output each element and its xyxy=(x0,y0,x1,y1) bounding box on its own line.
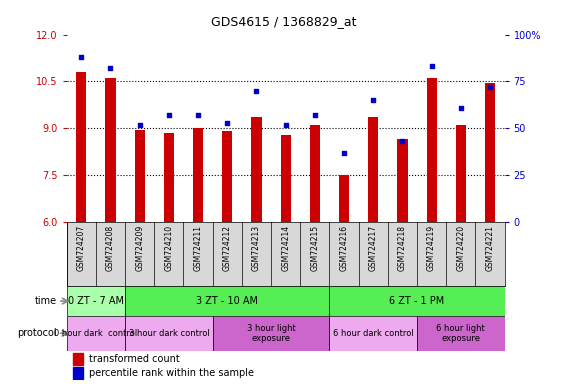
Bar xyxy=(67,286,125,316)
Text: GSM724207: GSM724207 xyxy=(77,225,86,271)
Bar xyxy=(73,353,83,365)
Text: GSM724213: GSM724213 xyxy=(252,225,261,271)
Text: GSM724214: GSM724214 xyxy=(281,225,290,271)
Text: GSM724216: GSM724216 xyxy=(339,225,349,271)
Point xyxy=(427,63,436,70)
Point xyxy=(193,112,203,118)
Bar xyxy=(76,72,86,222)
Bar xyxy=(213,316,329,351)
Text: GSM724210: GSM724210 xyxy=(164,225,173,271)
Text: GSM724221: GSM724221 xyxy=(485,225,495,271)
Text: protocol: protocol xyxy=(17,328,56,338)
Bar xyxy=(329,286,505,316)
Text: GSM724219: GSM724219 xyxy=(427,225,436,271)
Text: GSM724212: GSM724212 xyxy=(223,225,232,271)
Point xyxy=(281,121,291,127)
Bar xyxy=(426,78,437,222)
Point xyxy=(223,119,232,126)
Text: 3 hour light
exposure: 3 hour light exposure xyxy=(246,324,295,343)
Point xyxy=(339,150,349,156)
Text: time: time xyxy=(34,296,56,306)
Bar xyxy=(456,125,466,222)
Bar xyxy=(281,134,291,222)
Point xyxy=(398,138,407,144)
Bar xyxy=(73,367,83,379)
Point xyxy=(485,84,495,90)
Text: 0 hour dark  control: 0 hour dark control xyxy=(55,329,137,338)
Point xyxy=(106,65,115,71)
Point xyxy=(456,104,466,111)
Text: 0 ZT - 7 AM: 0 ZT - 7 AM xyxy=(68,296,124,306)
Text: GSM724215: GSM724215 xyxy=(310,225,320,271)
Bar xyxy=(397,139,408,222)
Point xyxy=(77,54,86,60)
Text: 3 ZT - 10 AM: 3 ZT - 10 AM xyxy=(196,296,258,306)
Text: GSM724211: GSM724211 xyxy=(194,225,202,271)
Bar xyxy=(368,118,378,222)
Text: 3 hour dark control: 3 hour dark control xyxy=(129,329,209,338)
Bar xyxy=(485,83,495,222)
Bar xyxy=(193,128,203,222)
Bar xyxy=(310,125,320,222)
Bar xyxy=(251,118,262,222)
Point xyxy=(369,97,378,103)
Text: 6 ZT - 1 PM: 6 ZT - 1 PM xyxy=(389,296,445,306)
Text: GSM724218: GSM724218 xyxy=(398,225,407,271)
Bar xyxy=(329,316,417,351)
Bar xyxy=(125,286,329,316)
Bar xyxy=(164,133,174,222)
Point xyxy=(135,121,144,127)
Bar xyxy=(339,175,349,222)
Text: 6 hour dark control: 6 hour dark control xyxy=(333,329,414,338)
Point xyxy=(164,112,173,118)
Bar xyxy=(135,130,145,222)
Text: GSM724208: GSM724208 xyxy=(106,225,115,271)
Bar xyxy=(67,316,125,351)
Text: GSM724209: GSM724209 xyxy=(135,225,144,271)
Text: GSM724217: GSM724217 xyxy=(369,225,378,271)
Bar xyxy=(222,131,233,222)
Point xyxy=(310,112,320,118)
Bar xyxy=(417,316,505,351)
Text: GSM724220: GSM724220 xyxy=(456,225,465,271)
Bar xyxy=(125,316,213,351)
Text: 6 hour light
exposure: 6 hour light exposure xyxy=(436,324,485,343)
Bar xyxy=(106,78,115,222)
Point xyxy=(252,88,261,94)
Text: percentile rank within the sample: percentile rank within the sample xyxy=(89,368,253,378)
Text: transformed count: transformed count xyxy=(89,354,179,364)
Text: GDS4615 / 1368829_at: GDS4615 / 1368829_at xyxy=(212,15,357,28)
